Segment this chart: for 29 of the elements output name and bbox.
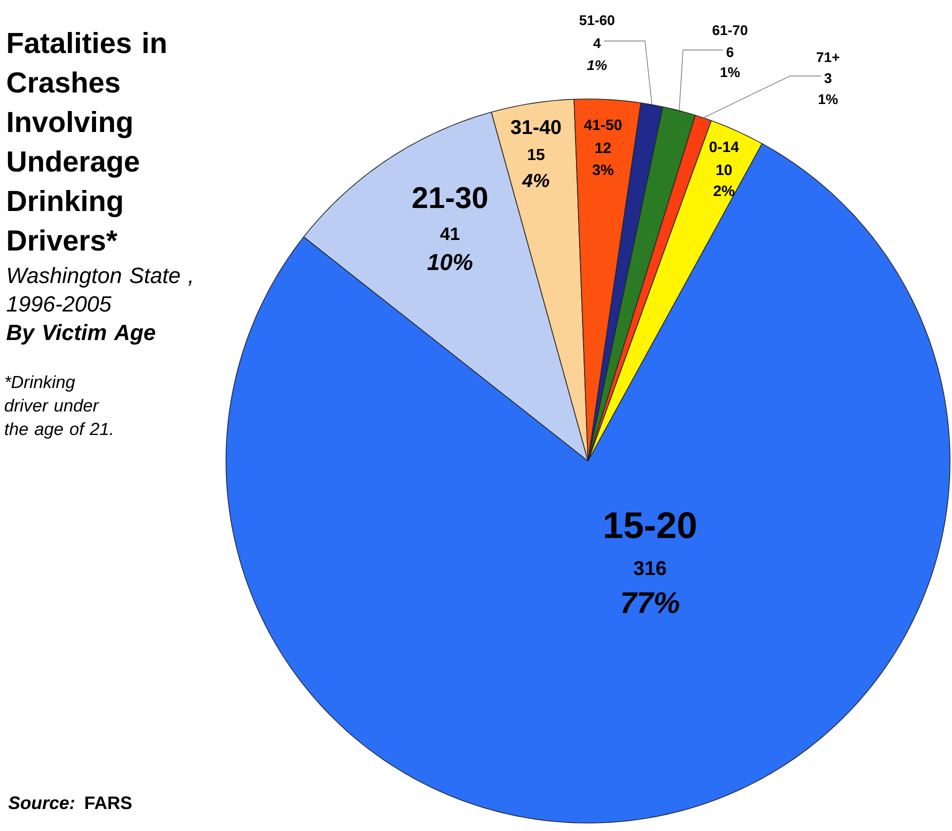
text: *Drinking driver under the age of 21. [4, 375, 112, 439]
text: 1% [587, 60, 607, 70]
text: 77% [622, 592, 680, 614]
data-label: 12 [596, 142, 611, 154]
text: 1% [720, 67, 740, 78]
data-label: 41 [440, 228, 460, 240]
text: 1% [818, 94, 838, 104]
text: 2% [714, 186, 734, 196]
slice-label: 21-30 [412, 187, 488, 208]
slice-label: 61-70 [712, 25, 748, 36]
slice-label: 41-50 [584, 120, 622, 130]
text: Fatalities in Crashes Involving Underage Drinking Drivers* [7, 32, 166, 251]
text: 4% [522, 174, 550, 188]
slice-label: 71+ [816, 52, 840, 62]
text: By Victim Age [6, 324, 156, 345]
text: Washington State , 1996-2005 [6, 267, 192, 312]
data-label: 6 [726, 47, 734, 58]
slice-label: 31-40 [510, 120, 561, 134]
data-label: 4 [593, 38, 601, 48]
text: 10% [427, 254, 472, 270]
data-label: 15 [528, 148, 544, 160]
text: Source: FARS [8, 796, 132, 810]
slice-label: 0-14 [710, 142, 739, 152]
data-label: 10 [716, 164, 732, 176]
slice-label: 15-20 [605, 512, 696, 538]
data-label: 316 [634, 561, 666, 576]
data-label: 3 [824, 73, 832, 84]
slice-label: 51-60 [580, 15, 614, 26]
text: 3% [592, 164, 614, 176]
